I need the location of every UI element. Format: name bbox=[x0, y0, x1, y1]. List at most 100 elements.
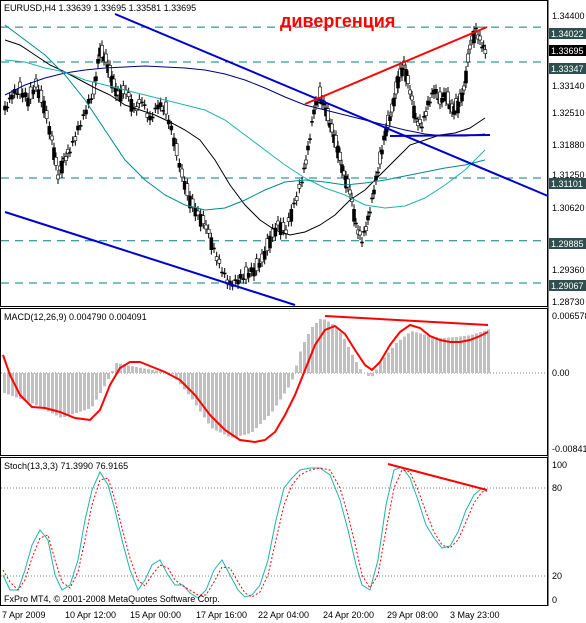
trendline-blue-lower[interactable] bbox=[4, 211, 296, 306]
macd-histogram-bar bbox=[235, 373, 238, 437]
price-label: 1.28730 bbox=[552, 297, 585, 307]
candle-body bbox=[31, 89, 36, 95]
macd-histogram-bar bbox=[407, 333, 410, 373]
candle-body bbox=[142, 104, 147, 106]
macd-histogram-bar bbox=[487, 329, 490, 373]
macd-histogram-bar bbox=[303, 342, 306, 373]
macd-histogram-bar bbox=[279, 373, 282, 400]
macd-histogram-bar bbox=[259, 373, 262, 424]
candle-body bbox=[308, 138, 312, 140]
candle-body bbox=[257, 263, 262, 268]
macd-histogram-bar bbox=[255, 373, 258, 428]
candle-body bbox=[348, 189, 352, 195]
candle-body bbox=[180, 168, 184, 178]
candle-body bbox=[434, 89, 438, 94]
price-panel[interactable] bbox=[0, 0, 548, 307]
macd-histogram-bar bbox=[219, 373, 222, 433]
candle-body bbox=[42, 100, 46, 114]
candle-body bbox=[446, 91, 450, 105]
candle-body bbox=[372, 189, 376, 195]
stoch-label: 20 bbox=[552, 571, 562, 581]
macd-divergence-line[interactable] bbox=[324, 315, 489, 326]
candle-body bbox=[408, 89, 412, 95]
candle-body bbox=[252, 267, 256, 277]
candle-body bbox=[376, 171, 380, 174]
candle-body bbox=[406, 75, 410, 84]
candle-body bbox=[158, 102, 163, 107]
stoch-label: 80 bbox=[552, 483, 562, 493]
macd-histogram-bar bbox=[19, 373, 22, 399]
macd-signal-line bbox=[2, 323, 489, 444]
candle-body bbox=[64, 156, 68, 161]
macd-histogram-bar bbox=[207, 373, 210, 424]
x-axis-label: 22 Apr 04:00 bbox=[258, 610, 309, 620]
candle-body bbox=[334, 135, 338, 148]
macd-histogram-bar bbox=[7, 373, 10, 395]
macd-histogram-bar bbox=[183, 373, 186, 390]
macd-histogram-bar bbox=[355, 362, 358, 373]
macd-histogram-bar bbox=[59, 373, 62, 418]
x-axis-label: 17 Apr 16:00 bbox=[196, 610, 247, 620]
macd-histogram-bar bbox=[115, 363, 118, 373]
candle-body bbox=[478, 35, 482, 41]
price-label: 1.32510 bbox=[552, 108, 585, 118]
macd-histogram-bar bbox=[151, 369, 154, 373]
copyright-footer: FxPro MT4, © 2001-2008 MetaQuotes Softwa… bbox=[4, 594, 220, 604]
macd-histogram-bar bbox=[231, 373, 234, 438]
macd-histogram-bar bbox=[39, 373, 42, 408]
candle-body bbox=[366, 215, 370, 221]
candle-body bbox=[466, 53, 470, 63]
macd-histogram-bar bbox=[11, 373, 14, 396]
stoch-title: Stoch(13,3,3) 71.3990 76.9165 bbox=[4, 461, 128, 471]
macd-histogram-bar bbox=[47, 373, 50, 412]
macd-histogram-bar bbox=[3, 373, 6, 393]
macd-histogram-bar bbox=[283, 373, 286, 394]
candle-body bbox=[81, 114, 86, 116]
macd-histogram-bar bbox=[175, 373, 178, 380]
candle-body bbox=[39, 90, 44, 103]
macd-histogram-bar bbox=[443, 337, 446, 373]
macd-histogram-bar bbox=[419, 333, 422, 373]
current-price-tag: 1.33695 bbox=[551, 46, 584, 56]
candle-body bbox=[472, 30, 476, 44]
macd-histogram-bar bbox=[95, 373, 98, 400]
candle-body bbox=[396, 75, 400, 89]
trendline-red-price[interactable] bbox=[304, 26, 488, 105]
candle-body bbox=[177, 163, 182, 168]
candle-body bbox=[362, 231, 366, 233]
candle-body bbox=[10, 94, 14, 100]
candle-body bbox=[209, 237, 214, 250]
macd-histogram-bar bbox=[155, 370, 158, 373]
macd-histogram-bar bbox=[79, 373, 82, 412]
macd-histogram-bar bbox=[267, 373, 270, 416]
candle-body bbox=[368, 211, 372, 214]
candle-body bbox=[54, 157, 58, 166]
candle-body bbox=[382, 135, 386, 141]
candle-body bbox=[306, 145, 310, 151]
level-tag: 1.29067 bbox=[551, 281, 584, 291]
candle-body bbox=[316, 101, 320, 104]
stoch-label: 100 bbox=[552, 460, 567, 470]
macd-histogram-bar bbox=[171, 373, 174, 375]
support-line-blue[interactable] bbox=[389, 134, 491, 137]
candle-body bbox=[462, 85, 466, 91]
candle-body bbox=[212, 247, 216, 250]
candle-body bbox=[238, 274, 243, 279]
stoch-divergence-line[interactable] bbox=[387, 463, 488, 491]
candle-body bbox=[440, 98, 444, 103]
macd-histogram-bar bbox=[383, 357, 386, 373]
candle-body bbox=[414, 117, 418, 120]
macd-histogram-bar bbox=[319, 319, 322, 373]
candle-body bbox=[217, 259, 222, 264]
candle-body bbox=[388, 116, 392, 121]
macd-histogram-bar bbox=[415, 332, 418, 373]
macd-histogram-bar bbox=[287, 373, 290, 388]
candle-body bbox=[370, 197, 374, 200]
macd-histogram-bar bbox=[307, 334, 310, 373]
trendline-blue-upper[interactable] bbox=[114, 13, 549, 197]
candle-body bbox=[5, 106, 10, 109]
candle-body bbox=[76, 125, 80, 131]
macd-histogram-bar bbox=[239, 373, 242, 436]
candle-body bbox=[410, 95, 414, 101]
